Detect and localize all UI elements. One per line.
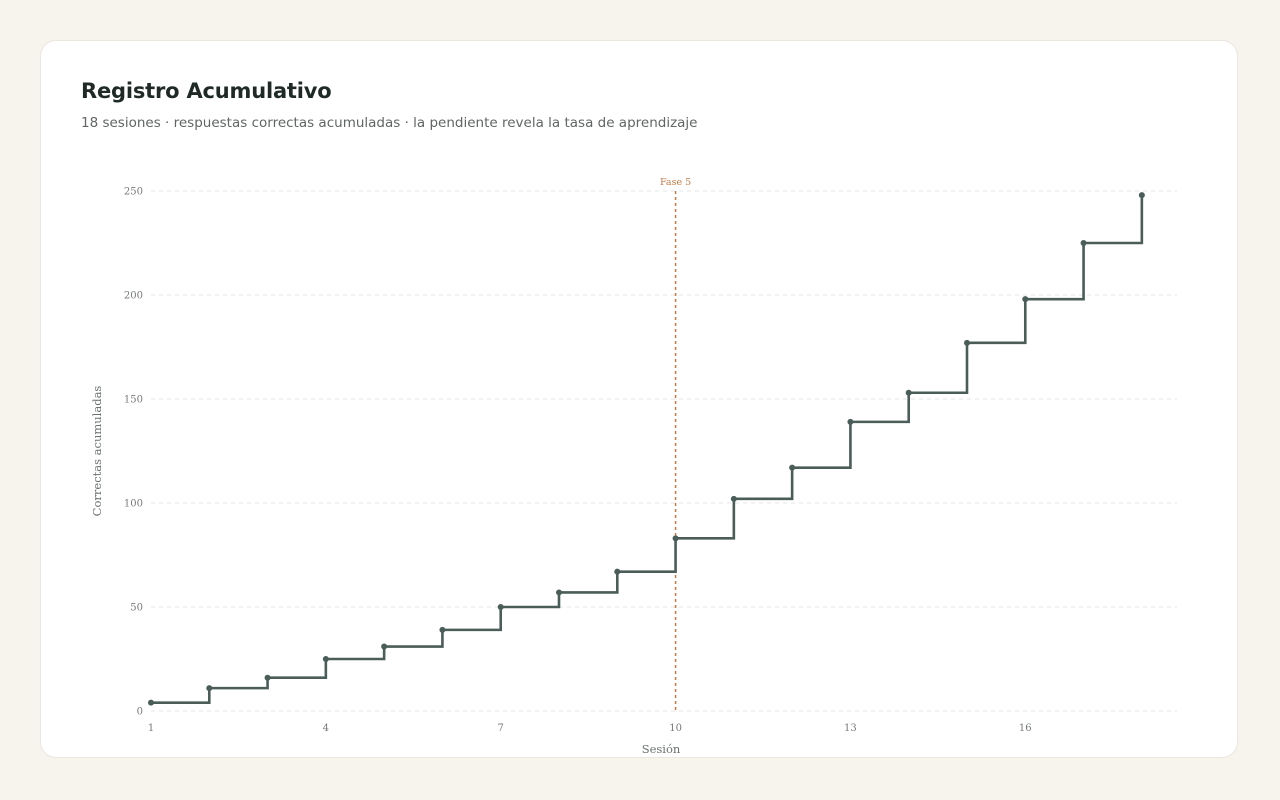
data-point xyxy=(614,568,621,575)
cumulative-step-line xyxy=(151,195,1144,704)
x-tick-label: 1 xyxy=(148,723,154,734)
data-point xyxy=(206,685,213,692)
x-tick-label: 16 xyxy=(1019,723,1032,734)
data-point xyxy=(148,699,154,706)
x-tick-label: 13 xyxy=(844,723,857,734)
chart-card: Registro Acumulativo 18 sesiones · respu… xyxy=(40,40,1238,758)
data-point xyxy=(789,464,796,471)
data-point xyxy=(439,626,446,633)
data-point xyxy=(381,643,388,650)
y-tick-label: 200 xyxy=(124,291,143,302)
data-point xyxy=(672,535,679,542)
y-tick-label: 50 xyxy=(130,603,143,614)
cumulative-record-chart: 0 50 100 150 200 250 1 4 7 10 13 16 Sesión Correctas … xyxy=(90,177,1177,756)
data-point xyxy=(322,656,329,662)
x-axis-label: Sesión xyxy=(642,742,681,756)
x-tick-label: 7 xyxy=(498,723,504,734)
x-tick-label: 4 xyxy=(323,723,329,734)
chart-title: Registro Acumulativo xyxy=(81,79,332,103)
y-tick-label: 150 xyxy=(124,395,143,406)
data-point xyxy=(1080,240,1087,246)
data-point xyxy=(964,339,970,346)
y-tick-label: 0 xyxy=(137,707,143,718)
chart-subtitle: 18 sesiones · respuestas correctas acumu… xyxy=(81,115,698,131)
y-tick-label: 250 xyxy=(124,187,143,198)
data-point xyxy=(1138,192,1145,199)
x-tick-label: 10 xyxy=(669,723,682,734)
data-point xyxy=(905,389,912,396)
y-tick-label: 100 xyxy=(124,499,143,510)
y-axis-label: Correctas acumuladas xyxy=(90,386,104,517)
data-point xyxy=(497,604,504,610)
data-point xyxy=(1022,296,1029,303)
data-point xyxy=(730,495,737,502)
data-point xyxy=(264,674,271,681)
data-point xyxy=(847,418,854,425)
phase-marker-label: Fase 5 xyxy=(660,177,691,188)
data-point xyxy=(556,589,562,596)
